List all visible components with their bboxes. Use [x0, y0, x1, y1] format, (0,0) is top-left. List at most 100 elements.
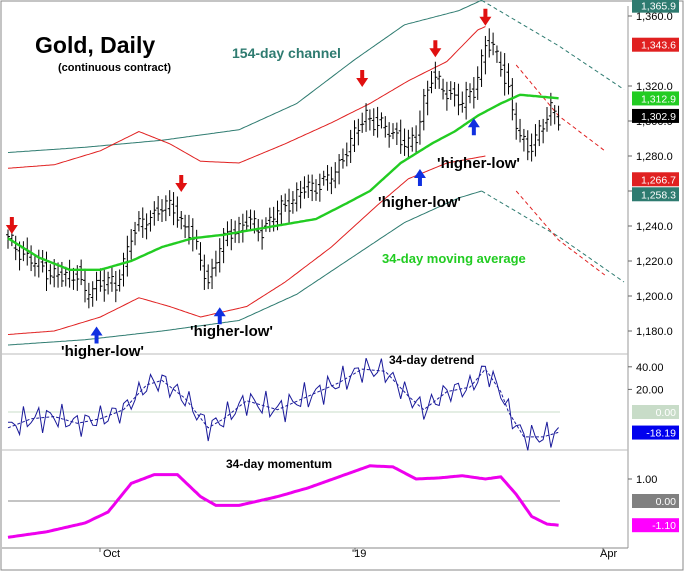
price-bar: [90, 281, 95, 307]
momentum-line: [7, 464, 559, 539]
price-bar: [487, 28, 492, 58]
y-tick-label: 1,180.0: [636, 326, 673, 338]
price-bar: [306, 174, 311, 198]
price-bar: [448, 81, 453, 100]
price-value-tag: 1,258.3: [632, 187, 679, 202]
price-bar: [529, 133, 534, 162]
price-bar: [425, 80, 430, 116]
price-bar: [287, 188, 292, 223]
price-bar: [48, 264, 53, 285]
detrend-value-tag-box: [632, 425, 679, 440]
price-bar: [129, 229, 134, 260]
down-arrow-shaft: [9, 217, 14, 226]
price-bar: [421, 88, 426, 131]
up-arrow: [213, 307, 226, 325]
price-bar: [383, 116, 388, 138]
price-bar: [140, 207, 145, 238]
x-tick-oct: Oct: [103, 548, 120, 560]
price-bar: [260, 219, 265, 250]
momentum-title: 34-day momentum: [226, 457, 332, 471]
price-bar: [171, 192, 176, 226]
price-bar: [217, 238, 222, 273]
price-bar: [414, 125, 419, 155]
price-bar: [525, 130, 530, 161]
down-arrow-head: [175, 183, 188, 192]
down-arrow-shaft: [483, 8, 488, 18]
price-bar: [310, 174, 315, 202]
price-value-tag-text: 1,266.7: [641, 174, 676, 186]
price-bar: [210, 258, 215, 290]
price-bar: [498, 51, 503, 77]
price-value-tag: 1,365.9: [632, 0, 679, 13]
price-bar: [491, 32, 496, 56]
price-bar: [244, 210, 249, 232]
price-bar: [375, 106, 380, 138]
price-bar: [433, 61, 438, 89]
price-bar: [456, 83, 461, 116]
price-bar: [71, 267, 76, 290]
down-arrow: [479, 8, 492, 26]
price-bar: [337, 154, 342, 185]
price-bar: [521, 128, 526, 152]
price-value-tag-box: [632, 187, 679, 202]
price-bar: [464, 81, 469, 120]
price-bar: [109, 266, 114, 292]
momentum-value-tag-text: 0.00: [656, 496, 677, 508]
price-bar: [533, 124, 538, 157]
higher-low-label-2: 'higher-low': [190, 323, 273, 340]
price-bar: [402, 128, 407, 156]
down-arrow-shaft: [433, 40, 438, 50]
price-bar: [229, 219, 234, 251]
ma-annotation: 34-day moving average: [382, 251, 526, 266]
down-arrow: [356, 70, 369, 87]
price-bar: [514, 102, 519, 140]
price-bar: [290, 191, 295, 214]
price-bar: [32, 255, 37, 277]
price-bar: [444, 81, 449, 111]
chart-title: Gold, Daily: [35, 32, 155, 58]
price-bar: [256, 218, 261, 242]
detrend-value-tag: -18.19: [632, 425, 679, 440]
price-bar: [102, 269, 107, 302]
price-bar: [537, 119, 542, 147]
up-arrow: [467, 118, 480, 136]
up-arrow: [413, 169, 426, 186]
price-value-tag: 1,312.9: [632, 91, 679, 106]
y-tick-label: 1,200.0: [636, 291, 673, 303]
momentum-value-tag: -1.10: [632, 518, 679, 533]
price-bar: [279, 195, 284, 227]
y-tick-label: 1,360.0: [636, 11, 673, 23]
price-bar: [156, 195, 161, 222]
price-bar: [437, 70, 442, 89]
detrend-value-tag: 0.00: [632, 405, 679, 419]
price-bar: [441, 78, 446, 100]
price-bar: [294, 182, 299, 212]
price-bar: [248, 209, 253, 231]
price-bar: [371, 108, 376, 136]
up-arrow-shaft: [471, 126, 476, 136]
price-bar: [333, 162, 338, 189]
price-bar: [475, 66, 480, 100]
price-bar: [398, 119, 403, 154]
channel-annotation: 154-day channel: [232, 45, 341, 61]
price-bar: [198, 242, 203, 271]
price-bar: [63, 266, 68, 287]
price-bar: [29, 245, 34, 272]
price-bar: [40, 249, 45, 273]
price-bar: [136, 211, 141, 232]
band-upper-line: [7, 26, 486, 169]
price-value-tag-text: 1,365.9: [641, 1, 676, 13]
price-value-tag-text: 1,312.9: [641, 93, 676, 105]
down-arrow-head: [356, 78, 369, 87]
price-bar: [44, 251, 49, 291]
price-bar: [179, 210, 184, 230]
price-bar: [356, 118, 361, 146]
price-value-tag-box: [632, 172, 679, 187]
price-bar: [133, 221, 138, 246]
channel-lower-projection: [481, 190, 625, 283]
price-bar: [471, 77, 476, 109]
price-bar: [406, 129, 411, 160]
channel-lower-line: [7, 190, 482, 346]
